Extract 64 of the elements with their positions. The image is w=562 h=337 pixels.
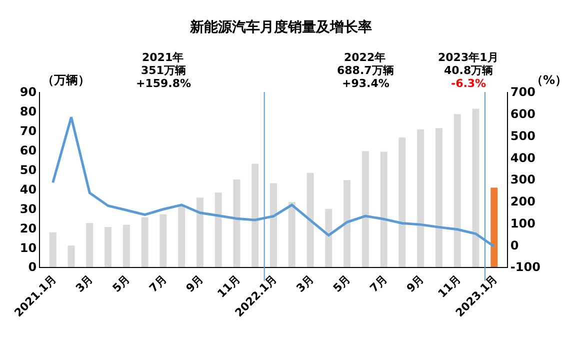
x-tick-label: 9月 <box>404 272 427 295</box>
y2-tick-label: 300 <box>510 172 536 187</box>
x-tick-label: 3月 <box>73 272 96 295</box>
bar <box>233 180 240 267</box>
y2-tick-label: 0 <box>510 238 519 252</box>
bar <box>49 232 56 267</box>
text: 351万辆 <box>141 64 186 77</box>
y-tick-label: 80 <box>20 104 37 119</box>
bar <box>380 152 388 267</box>
y-tick-label: 90 <box>20 85 37 100</box>
bar <box>160 214 167 267</box>
y-tick-label: 70 <box>20 124 37 138</box>
bar <box>68 246 75 267</box>
bar <box>362 151 369 267</box>
bar <box>306 172 314 267</box>
bar <box>454 114 461 267</box>
bar <box>122 224 130 267</box>
bar <box>435 128 442 267</box>
y-tick-label: 60 <box>20 144 37 158</box>
bar <box>288 202 296 267</box>
text: +93.4% <box>342 77 390 90</box>
text: 40.8万辆 <box>444 64 494 77</box>
y-tick-label: 0 <box>28 260 37 274</box>
x-tick-label: 7月 <box>146 272 170 295</box>
bar <box>196 198 204 267</box>
bar <box>270 183 277 267</box>
y-tick-label: 10 <box>20 240 37 255</box>
y-tick-label: 20 <box>20 221 37 236</box>
y2-tick-label: 700 <box>510 85 536 100</box>
text: -6.3% <box>451 77 486 90</box>
y2-tick-label: -100 <box>510 260 540 274</box>
text: 2023年1月 <box>438 51 498 64</box>
x-tick-label: 3月 <box>294 272 316 295</box>
bar <box>344 180 351 267</box>
text: 2022年 <box>344 51 386 64</box>
bar <box>214 192 222 267</box>
bar <box>104 226 112 267</box>
bar <box>417 129 424 267</box>
x-tick-label: 9月 <box>184 272 206 295</box>
chart-title: 新能源汽车月度销量及增长率 <box>189 18 372 36</box>
x-tick-label: 5月 <box>330 272 354 295</box>
text: 2021年 <box>142 51 184 64</box>
y2-axis-title: （%） <box>531 73 562 87</box>
y2-tick-label: 600 <box>510 107 536 122</box>
bar <box>141 217 148 267</box>
bar <box>252 164 259 267</box>
x-tick-label: 5月 <box>110 272 132 295</box>
y-tick-label: 50 <box>20 162 37 177</box>
bar <box>86 223 94 267</box>
x-tick-label: 7月 <box>367 272 390 295</box>
y2-tick-label: 200 <box>510 194 536 209</box>
y2-tick-label: 100 <box>510 216 536 230</box>
bar <box>178 204 186 267</box>
bar <box>325 208 332 267</box>
bar <box>398 138 406 267</box>
y2-tick-label: 500 <box>510 128 536 143</box>
y-tick-label: 30 <box>20 202 37 216</box>
text: 688.7万辆 <box>337 64 394 77</box>
y-axis-title: （万辆） <box>42 73 90 87</box>
y2-tick-label: 400 <box>510 150 536 165</box>
y-tick-label: 40 <box>20 182 37 196</box>
bar <box>490 188 498 267</box>
text: +159.8% <box>136 77 192 90</box>
bar <box>472 108 480 267</box>
